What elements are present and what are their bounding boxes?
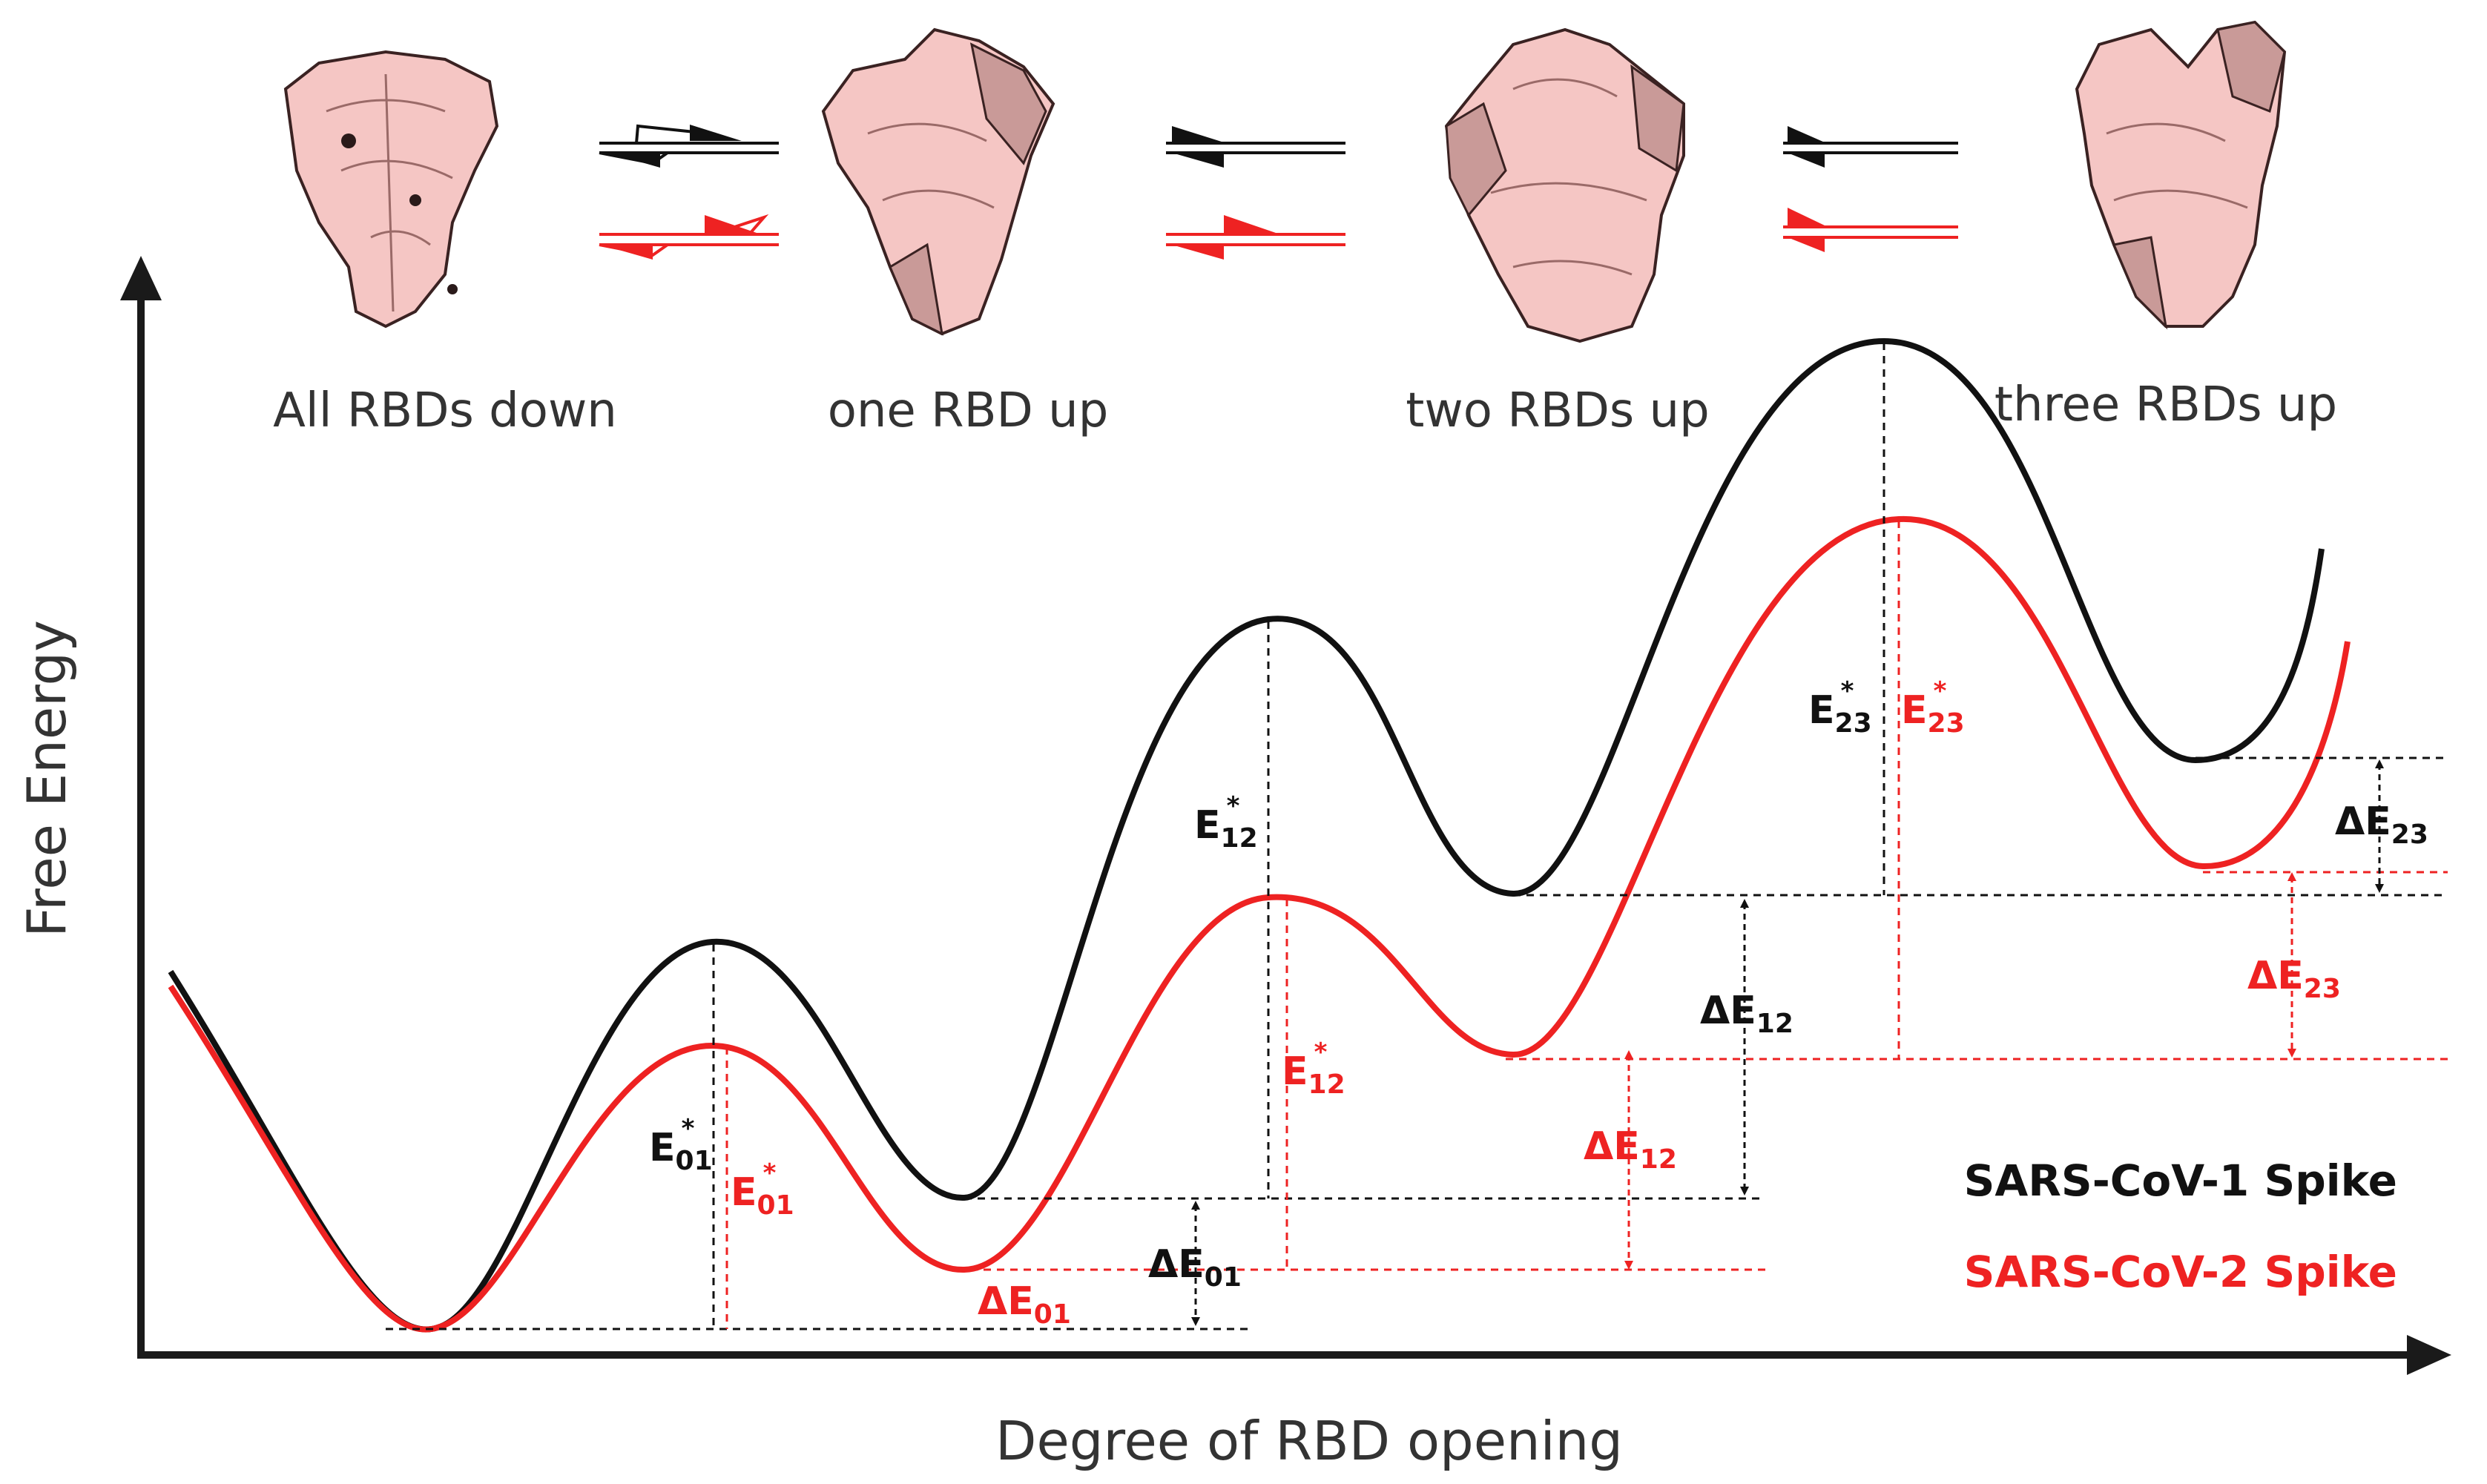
activation-energy-e12-sars2: E12* <box>1282 1038 1345 1100</box>
sars-cov-2-reference-lines <box>725 521 2448 1329</box>
activation-energy-e23-sars2: E23* <box>1901 676 1965 739</box>
energy-difference-de23-sars2: ΔE23 <box>2247 954 2341 1004</box>
energy-difference-de23-sars1: ΔE23 <box>2335 799 2428 850</box>
activation-energy-e01-sars1: E01* <box>649 1114 713 1176</box>
delta-e-arrows-red <box>1624 872 2296 1270</box>
energy-difference-de01-sars2: ΔE01 <box>978 1279 1071 1330</box>
activation-energy-e23-sars1: E23* <box>1808 676 1872 739</box>
delta-e-arrows-black <box>1191 759 2384 1326</box>
state-label-one-up: one RBD up <box>828 383 1109 438</box>
x-axis-label: Degree of RBD opening <box>995 1410 1623 1472</box>
y-axis <box>120 256 162 1359</box>
legend-sars-cov-2: SARS-CoV-2 Spike <box>1964 1247 2397 1297</box>
activation-energy-e12-sars1: E12* <box>1194 791 1258 854</box>
y-axis-label: Free Energy <box>16 620 78 937</box>
equilibrium-arrows-0-1 <box>599 124 779 260</box>
sars-cov-2-curve <box>168 515 2351 1333</box>
state-label-two-up: two RBDs up <box>1406 383 1709 438</box>
protein-all-rbds-down-image <box>283 50 499 329</box>
equilibrium-arrows-1-2 <box>1166 126 1345 260</box>
protein-one-rbd-up-image <box>821 27 1055 336</box>
x-axis <box>137 1335 2451 1375</box>
protein-three-rbds-up-image <box>2075 20 2287 330</box>
equilibrium-arrows-2-3 <box>1783 126 1958 252</box>
activation-energy-e01-sars2: E01* <box>731 1158 794 1221</box>
state-label-all-down: All RBDs down <box>273 383 617 438</box>
energy-difference-de12-sars2: ΔE12 <box>1584 1124 1677 1175</box>
sars-cov-1-curve <box>168 337 2325 1333</box>
energy-difference-de01-sars1: ΔE01 <box>1148 1242 1242 1293</box>
protein-two-rbds-up-image <box>1444 27 1685 343</box>
state-label-three-up: three RBDs up <box>1994 377 2337 432</box>
legend-sars-cov-1: SARS-CoV-1 Spike <box>1964 1155 2397 1206</box>
energy-difference-de12-sars1: ΔE12 <box>1700 989 1793 1039</box>
